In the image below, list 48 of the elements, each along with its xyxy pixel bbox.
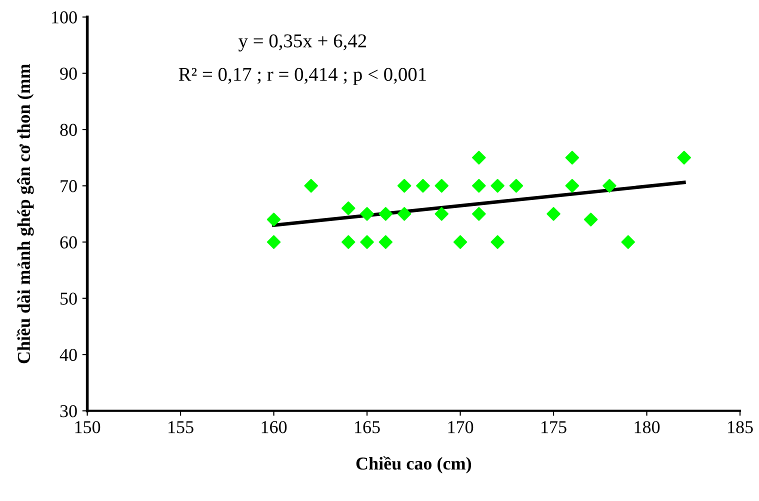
point	[490, 178, 504, 193]
point	[472, 178, 486, 193]
point	[584, 212, 598, 226]
point	[472, 207, 486, 221]
point	[472, 150, 486, 165]
point	[434, 207, 449, 221]
point	[565, 178, 580, 193]
point	[378, 235, 393, 249]
point	[490, 235, 504, 249]
point	[341, 201, 356, 216]
point	[546, 207, 560, 221]
point	[509, 178, 524, 193]
y-axis-title: Chiều dài mảnh ghép gân cơ thon (mm	[16, 64, 34, 364]
x-tick-label: 175	[542, 421, 566, 434]
point	[360, 207, 374, 221]
y-tick-label: 90	[60, 68, 77, 80]
x-tick-label: 160	[262, 421, 287, 434]
y-tick-label: 30	[60, 405, 77, 418]
point	[453, 235, 468, 249]
point	[304, 178, 318, 193]
y-tick-label: 80	[60, 124, 77, 136]
point	[341, 235, 356, 249]
point	[360, 235, 374, 249]
point	[397, 178, 412, 193]
annotation: R² = 0,17 ; r = 0,414 ; p < 0,001	[178, 68, 426, 85]
x-tick-label: 150	[75, 421, 100, 434]
x-tick-label: 185	[728, 421, 753, 434]
x-tick-label: 170	[448, 421, 474, 434]
x-tick-label: 155	[168, 421, 194, 434]
point	[266, 212, 281, 226]
y-tick-label: 70	[60, 180, 77, 192]
point	[378, 207, 393, 221]
x-tick-label: 165	[355, 421, 380, 434]
x-tick-label: 180	[634, 421, 660, 434]
x-axis-title: Chiều cao (cm)	[356, 456, 472, 474]
y-tick-label: 40	[60, 348, 77, 362]
point	[416, 178, 430, 193]
y-tick-label: 100	[52, 11, 77, 24]
point	[621, 235, 636, 249]
y-tick-label: 50	[60, 292, 77, 305]
point	[677, 150, 691, 165]
point	[397, 207, 412, 221]
point	[602, 178, 616, 193]
point	[266, 235, 281, 249]
annotation: y = 0,35x + 6,42	[238, 34, 366, 52]
point	[434, 178, 449, 193]
point	[565, 150, 580, 165]
y-tick-label: 60	[60, 236, 77, 248]
